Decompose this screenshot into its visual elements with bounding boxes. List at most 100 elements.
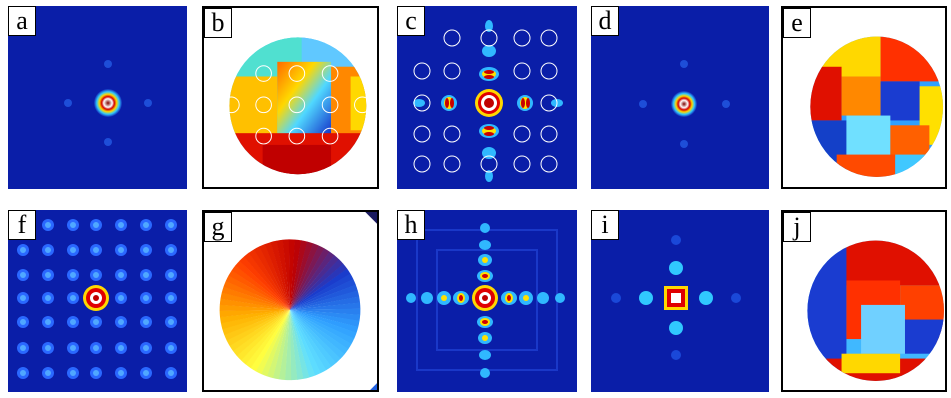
vortex-segment: [290, 309, 357, 339]
array-spot-core: [168, 222, 174, 228]
panel-label: h: [397, 210, 425, 240]
vortex-segment: [288, 239, 296, 310]
vortex-segment: [290, 309, 359, 333]
vortex-segment: [219, 304, 291, 312]
vortex-segment: [284, 309, 292, 381]
vortex-segment: [219, 309, 291, 318]
vortex-segment: [290, 309, 341, 364]
vortex-segment: [236, 309, 291, 361]
vortex-segment: [290, 309, 321, 376]
vortex-segment: [228, 270, 291, 310]
vortex-segment: [290, 309, 298, 381]
panel-label: c: [397, 6, 425, 36]
vortex-segment: [290, 284, 358, 310]
array-spot-core: [93, 222, 99, 228]
array-spot-core: [45, 319, 51, 325]
vortex-phase-image: [219, 212, 377, 390]
panel-b: b: [202, 6, 379, 189]
vortex-segment: [290, 309, 304, 380]
vortex-segment: [290, 309, 332, 371]
spot-image: [8, 6, 187, 189]
array-spot-core: [168, 247, 174, 253]
vortex-segment: [290, 309, 352, 350]
array-spot-core: [70, 345, 76, 351]
vortex-segment: [232, 309, 291, 356]
panel-h: h: [397, 210, 577, 392]
vortex-segment: [253, 246, 291, 310]
vortex-segment: [290, 263, 348, 310]
vortex-segment: [290, 296, 361, 310]
array-spot-core: [143, 295, 149, 301]
vortex-segment: [270, 240, 291, 310]
array-spot-core: [168, 345, 174, 351]
vortex-segment: [224, 309, 291, 341]
panel-c: c: [397, 6, 577, 189]
panel-label: i: [591, 210, 619, 240]
vortex-segment: [290, 278, 356, 310]
vortex-segment: [225, 275, 291, 310]
vortex-segment: [290, 309, 355, 345]
array-spot-core: [70, 370, 76, 376]
vortex-segment: [245, 309, 291, 369]
array-spot-core: [93, 345, 99, 351]
vortex-segment: [219, 309, 291, 324]
vortex-segment: [290, 255, 340, 310]
vortex-segment: [290, 273, 354, 310]
vortex-segment: [290, 309, 349, 355]
vortex-segment: [272, 309, 291, 380]
array-spot-core: [143, 370, 149, 376]
array-spot-core: [143, 272, 149, 278]
cross-pattern-image: [397, 210, 577, 392]
array-spot-core: [20, 370, 26, 376]
vortex-segment: [290, 309, 316, 378]
cross-grid-image: [397, 6, 577, 189]
vortex-segment: [290, 259, 344, 310]
vortex-segment: [264, 242, 291, 310]
vortex-segment: [220, 292, 291, 310]
panel-label: f: [8, 210, 36, 240]
array-spot-core: [143, 222, 149, 228]
array-spot-core: [93, 370, 99, 376]
vortex-segment: [250, 309, 291, 372]
vortex-segment: [290, 308, 361, 316]
array-spot-core: [70, 272, 76, 278]
phase-image: [223, 37, 371, 175]
vortex-segment: [240, 309, 291, 365]
vortex-segment: [231, 265, 291, 310]
array-spot-core: [45, 272, 51, 278]
array-spot-core: [45, 222, 51, 228]
vortex-segment: [223, 280, 291, 310]
array-spot-core: [118, 247, 124, 253]
array-spot-core: [45, 295, 51, 301]
vortex-segment: [290, 309, 337, 367]
vortex-segment: [226, 309, 291, 347]
panel-f: f: [8, 210, 187, 392]
vortex-segment: [221, 286, 291, 310]
panel-label: d: [591, 6, 619, 36]
vortex-segment: [290, 243, 319, 310]
vortex-segment: [290, 245, 325, 310]
array-spot-core: [70, 319, 76, 325]
panel-d: d: [591, 6, 769, 189]
panel-e: e: [781, 6, 947, 189]
array-spot-core: [20, 345, 26, 351]
vortex-segment: [276, 239, 291, 310]
panel-label: a: [8, 6, 36, 36]
array-spot-core: [20, 247, 26, 253]
array-spot-core: [118, 222, 124, 228]
vortex-segment: [255, 309, 291, 375]
vortex-segment: [290, 248, 330, 310]
panel-label: j: [783, 212, 811, 242]
array-spot-core: [20, 272, 26, 278]
array-spot-core: [93, 247, 99, 253]
array-spot-core: [45, 345, 51, 351]
vortex-segment: [220, 309, 291, 330]
array-spot-core: [70, 295, 76, 301]
spot-array-image: [8, 210, 187, 392]
vortex-segment: [290, 309, 345, 359]
panel-i: i: [591, 210, 769, 392]
array-spot-core: [118, 370, 124, 376]
vortex-segment: [290, 268, 351, 310]
vortex-segment: [243, 252, 291, 310]
array-spot-core: [118, 319, 124, 325]
